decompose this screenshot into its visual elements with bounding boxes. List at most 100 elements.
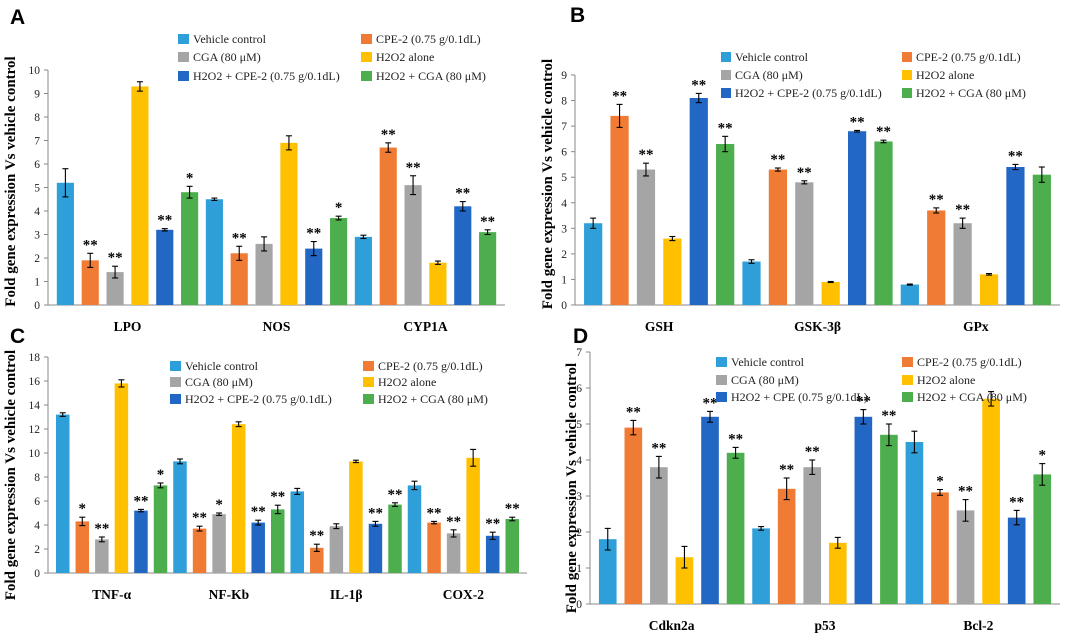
significance-marker: ** (455, 186, 470, 202)
legend-swatch (363, 377, 374, 387)
y-axis-title: Fold gene expression Vs vehicle control (3, 350, 19, 600)
significance-marker: ** (406, 160, 421, 176)
significance-marker: ** (651, 440, 666, 456)
legend-swatch (170, 361, 181, 371)
bar (803, 467, 822, 604)
bar (349, 461, 363, 573)
bar (427, 522, 441, 573)
panel-label: B (570, 4, 585, 27)
significance-marker: ** (770, 152, 785, 168)
bar (505, 519, 519, 573)
y-tick-label: 3 (561, 223, 567, 235)
category-label: Cdkn2a (649, 618, 695, 633)
bar (982, 398, 1000, 604)
legend-entry: H2O2 + CGA (80 μM) (916, 86, 1026, 100)
bar (828, 542, 847, 604)
y-tick-label: 4 (561, 198, 567, 210)
significance-marker: ** (728, 431, 743, 447)
significance-marker: ** (94, 521, 109, 537)
significance-marker: ** (309, 528, 324, 544)
bar (979, 274, 999, 305)
bar (854, 416, 873, 604)
bar (1032, 174, 1051, 305)
y-tick-label: 3 (576, 491, 582, 503)
y-tick-label: 4 (576, 455, 582, 467)
bar (407, 485, 422, 573)
bar (900, 284, 919, 305)
significance-marker: ** (83, 237, 98, 253)
bar (368, 523, 383, 573)
panel-label: A (10, 6, 25, 29)
legend-entry: H2O2 + CPE (0.75 g/0.1dL) (731, 390, 868, 404)
y-tick-label: 2 (576, 527, 582, 539)
bar (446, 533, 461, 573)
y-tick-label: 0 (34, 568, 40, 580)
significance-marker: * (157, 467, 165, 483)
legend-swatch (902, 357, 913, 367)
y-tick-label: 0 (34, 300, 40, 312)
bar (290, 491, 304, 573)
significance-marker: ** (446, 514, 461, 530)
category-label: GPx (963, 319, 989, 334)
y-tick-label: 3 (34, 230, 40, 242)
legend-entry: H2O2 + CGA (80 μM) (378, 392, 488, 406)
bar (479, 232, 497, 305)
legend-swatch (361, 71, 372, 81)
bar (485, 535, 500, 573)
y-tick-label: 1 (34, 277, 40, 289)
significance-marker: ** (638, 147, 653, 163)
category-label: GSK-3β (794, 319, 841, 334)
legend-swatch (902, 88, 912, 98)
significance-marker: ** (929, 192, 944, 208)
bar (931, 492, 949, 604)
y-tick-label: 8 (34, 112, 40, 124)
significance-marker: ** (779, 462, 794, 478)
significance-marker: * (335, 200, 343, 216)
bar (330, 218, 348, 305)
legend-entry: CGA (80 μM) (735, 68, 803, 82)
bar (675, 557, 694, 604)
bar (212, 514, 226, 573)
legend-entry: CGA (80 μM) (185, 375, 253, 389)
y-tick-label: 10 (29, 448, 41, 460)
bar (1007, 517, 1026, 604)
bar (742, 261, 761, 305)
panel-label: C (10, 325, 25, 348)
bar (131, 86, 149, 305)
significance-marker: ** (850, 114, 865, 130)
y-tick-label: 2 (34, 544, 40, 556)
bar (650, 467, 668, 604)
y-axis-title: Fold gene expression Vs vehicle control (3, 56, 19, 306)
panel-d: D 0 1 2 3 4 5 6 7 Fold gene expression Vs vehicle… (564, 325, 1060, 633)
legend-swatch (902, 392, 913, 402)
legend-swatch (361, 52, 372, 62)
significance-marker: ** (718, 120, 733, 136)
significance-marker: ** (133, 493, 148, 509)
y-tick-label: 7 (576, 347, 582, 359)
bar (404, 185, 422, 305)
legend-swatch (902, 70, 912, 80)
legend-entry: H2O2 + CGA (80 μM) (376, 69, 486, 83)
y-tick-label: 4 (34, 520, 40, 532)
bar (624, 427, 643, 604)
legend-entry: H2O2 alone (376, 50, 434, 64)
bar (255, 243, 273, 305)
category-label: LPO (114, 319, 142, 334)
legend-swatch (716, 357, 727, 367)
bar (874, 141, 893, 305)
legend-entry: Vehicle control (193, 32, 267, 46)
category-label: NF-Kb (209, 587, 250, 602)
bar (847, 131, 867, 305)
significance-marker: ** (485, 516, 500, 532)
bar (56, 414, 70, 573)
legend-entry: H2O2 alone (378, 375, 436, 389)
bar (610, 115, 629, 305)
legend-swatch (902, 52, 912, 62)
bar (205, 199, 223, 305)
significance-marker: ** (505, 501, 520, 517)
significance-marker: ** (626, 404, 641, 420)
bar (953, 223, 972, 305)
legend-swatch (721, 70, 731, 80)
y-tick-label: 0 (576, 599, 582, 611)
legend-swatch (178, 71, 189, 81)
